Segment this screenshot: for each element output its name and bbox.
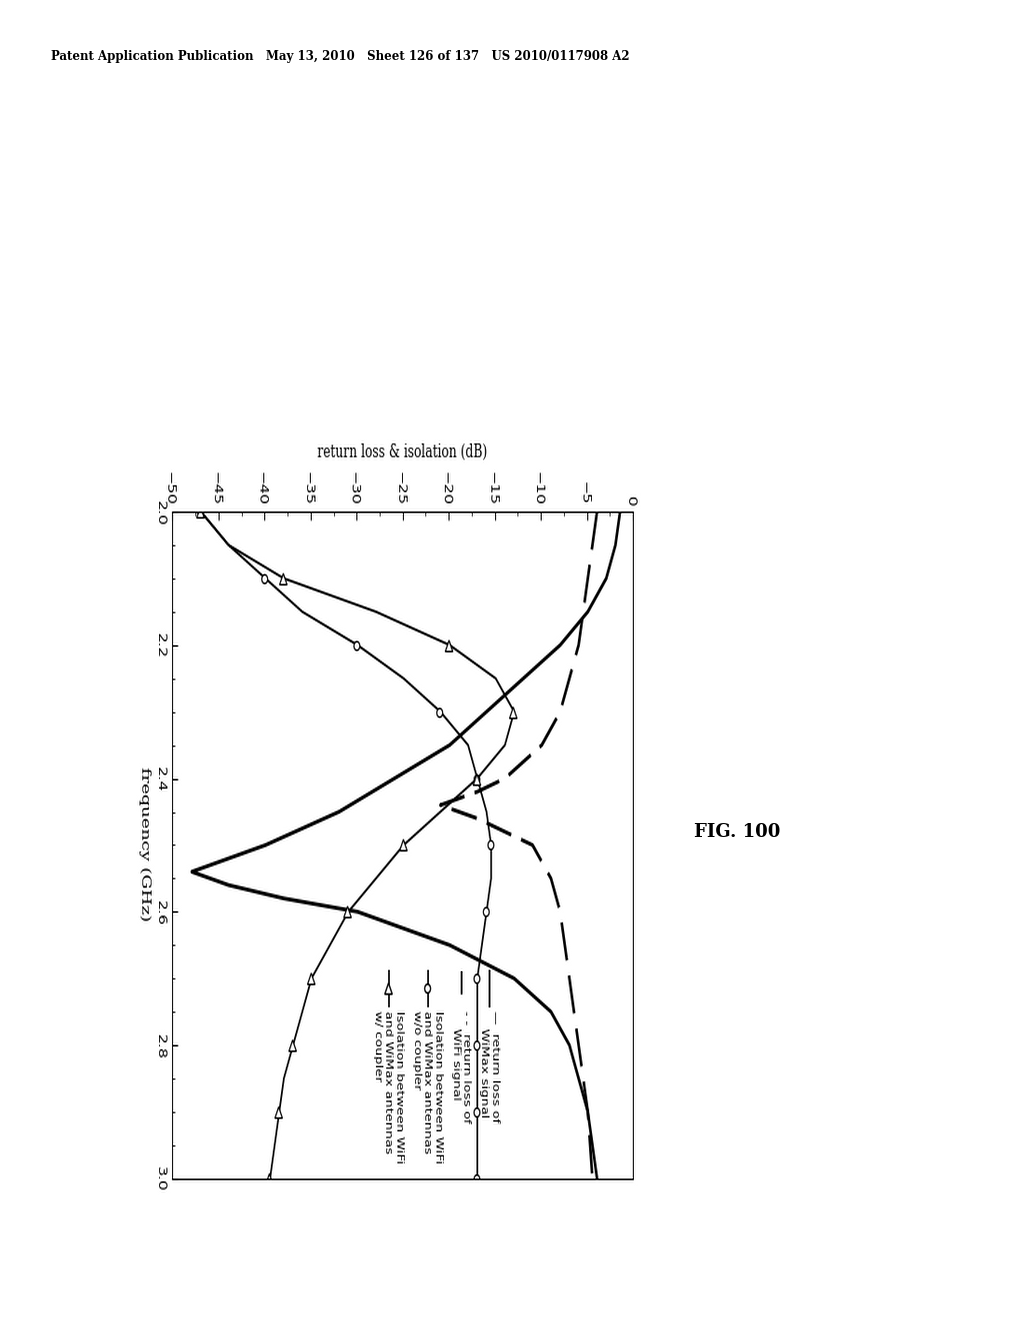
Text: FIG. 100: FIG. 100 — [694, 822, 780, 841]
Text: Patent Application Publication   May 13, 2010   Sheet 126 of 137   US 2010/01179: Patent Application Publication May 13, 2… — [51, 50, 630, 63]
